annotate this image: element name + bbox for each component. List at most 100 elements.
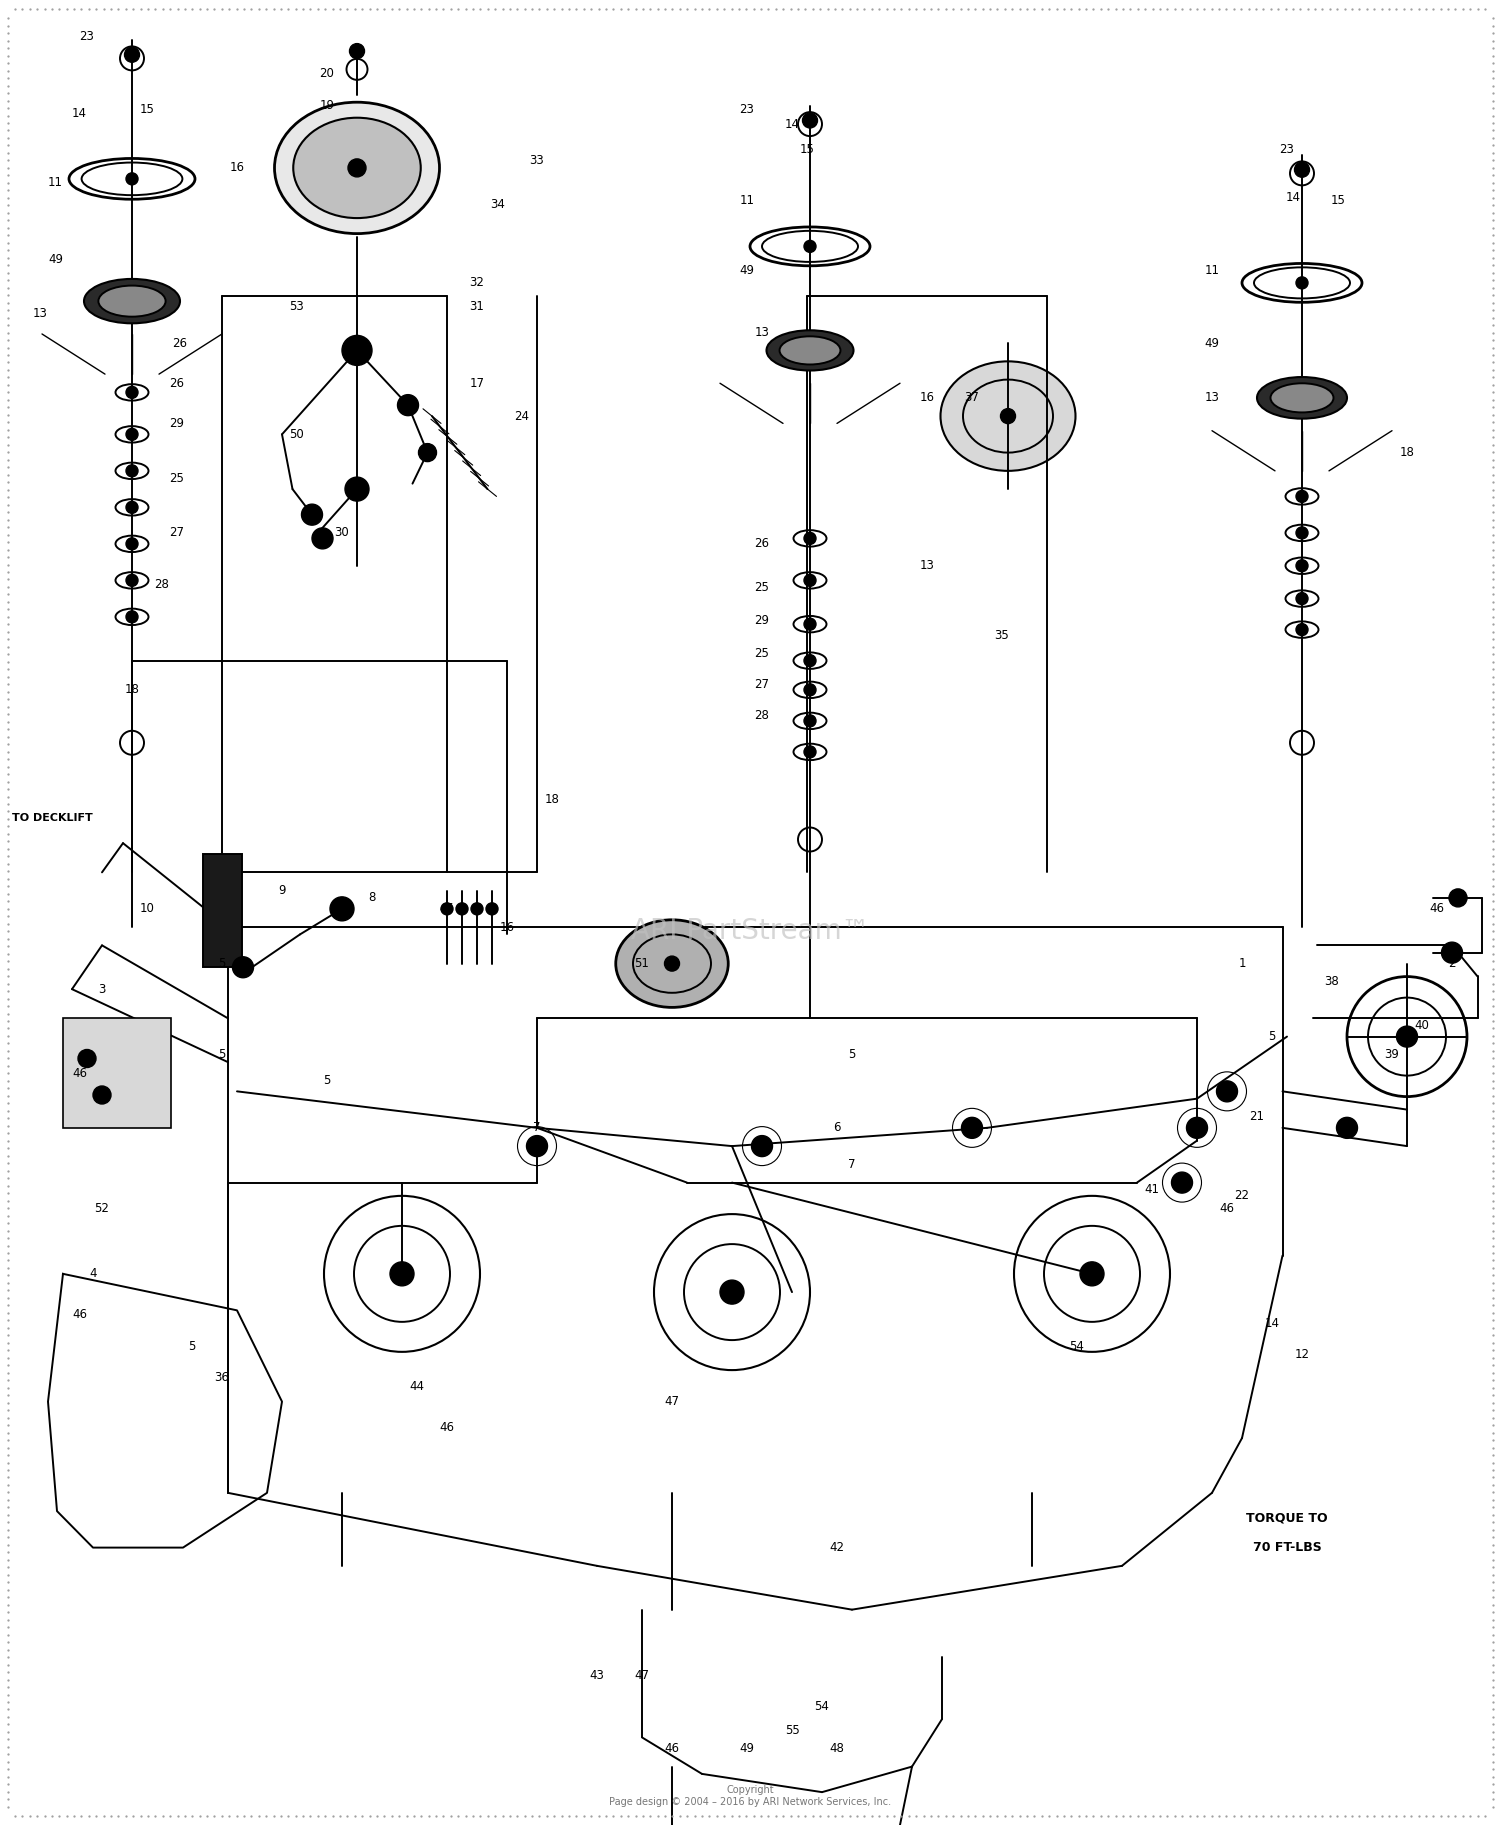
Circle shape <box>1449 889 1467 907</box>
Circle shape <box>1296 277 1308 288</box>
Text: 49: 49 <box>1204 336 1219 350</box>
Text: 11: 11 <box>48 175 63 190</box>
Text: 38: 38 <box>1324 975 1340 989</box>
Ellipse shape <box>940 361 1076 471</box>
Circle shape <box>1396 1026 1417 1048</box>
Circle shape <box>752 1135 772 1157</box>
Circle shape <box>804 746 816 757</box>
Circle shape <box>342 336 372 365</box>
Text: Copyright
Page design © 2004 – 2016 by ARI Network Services, Inc.: Copyright Page design © 2004 – 2016 by A… <box>609 1785 891 1807</box>
Text: 5: 5 <box>324 1073 330 1088</box>
Circle shape <box>804 715 816 726</box>
Ellipse shape <box>84 279 180 323</box>
Text: 11: 11 <box>740 193 754 208</box>
Circle shape <box>1172 1172 1192 1194</box>
Circle shape <box>126 502 138 513</box>
Circle shape <box>1296 560 1308 571</box>
Ellipse shape <box>294 119 420 219</box>
Ellipse shape <box>615 920 729 1007</box>
Circle shape <box>207 894 237 923</box>
Text: 49: 49 <box>740 1741 754 1756</box>
Circle shape <box>1186 1117 1208 1139</box>
Text: 41: 41 <box>1144 1183 1160 1197</box>
Text: 22: 22 <box>1234 1188 1250 1203</box>
Ellipse shape <box>766 330 853 370</box>
Text: 46: 46 <box>72 1066 87 1080</box>
Text: 23: 23 <box>80 29 94 44</box>
Text: 19: 19 <box>320 99 334 113</box>
Text: 5: 5 <box>189 1340 195 1354</box>
Text: 16: 16 <box>920 391 934 405</box>
Circle shape <box>124 47 140 62</box>
Text: 5: 5 <box>1269 1029 1275 1044</box>
Circle shape <box>126 611 138 622</box>
Text: 54: 54 <box>1070 1340 1084 1354</box>
Text: 49: 49 <box>740 263 754 277</box>
Circle shape <box>348 159 366 177</box>
Circle shape <box>1442 942 1462 964</box>
Text: 3: 3 <box>99 982 105 996</box>
Circle shape <box>78 1049 96 1068</box>
Text: 35: 35 <box>994 628 1010 642</box>
Circle shape <box>456 903 468 914</box>
Text: 49: 49 <box>48 252 63 266</box>
Circle shape <box>962 1117 982 1139</box>
Circle shape <box>232 956 254 978</box>
Text: 47: 47 <box>664 1394 680 1409</box>
Circle shape <box>804 684 816 695</box>
Circle shape <box>471 903 483 914</box>
Text: 7: 7 <box>847 1157 855 1172</box>
Text: 26: 26 <box>754 537 770 551</box>
Text: 25: 25 <box>754 646 770 661</box>
Text: 46: 46 <box>1220 1201 1234 1215</box>
Text: 13: 13 <box>33 307 48 321</box>
Text: 39: 39 <box>1384 1048 1400 1062</box>
Circle shape <box>302 504 322 526</box>
Text: 33: 33 <box>530 153 544 168</box>
Text: 7: 7 <box>534 1121 540 1135</box>
Ellipse shape <box>1270 383 1334 412</box>
Text: 23: 23 <box>1280 142 1294 157</box>
Text: 54: 54 <box>815 1699 830 1714</box>
Text: 6: 6 <box>834 1121 842 1135</box>
Text: 14: 14 <box>784 117 800 131</box>
Text: 24: 24 <box>514 409 529 423</box>
Circle shape <box>126 538 138 549</box>
Circle shape <box>93 1086 111 1104</box>
Text: 51: 51 <box>634 956 650 971</box>
Text: 36: 36 <box>214 1371 230 1385</box>
Circle shape <box>664 956 680 971</box>
Text: 4: 4 <box>90 1267 96 1281</box>
Text: 26: 26 <box>172 336 188 350</box>
Text: 8: 8 <box>369 891 375 905</box>
Text: 30: 30 <box>334 526 350 540</box>
Text: 46: 46 <box>1430 902 1444 916</box>
Text: 31: 31 <box>470 299 484 314</box>
Text: 5: 5 <box>219 956 225 971</box>
Circle shape <box>1296 491 1308 502</box>
Circle shape <box>802 113 818 128</box>
Text: 27: 27 <box>170 526 184 540</box>
Circle shape <box>1296 624 1308 635</box>
Text: 29: 29 <box>754 613 770 628</box>
Text: TORQUE TO: TORQUE TO <box>1246 1511 1328 1526</box>
Circle shape <box>330 896 354 922</box>
Text: 43: 43 <box>590 1668 604 1683</box>
Bar <box>63 1018 171 1128</box>
Text: 13: 13 <box>920 558 934 573</box>
Circle shape <box>345 476 369 502</box>
Circle shape <box>720 1279 744 1305</box>
Circle shape <box>350 44 364 58</box>
Text: 28: 28 <box>154 577 170 591</box>
Circle shape <box>126 465 138 476</box>
Text: 34: 34 <box>490 197 506 212</box>
Circle shape <box>526 1135 548 1157</box>
Text: 21: 21 <box>1250 1110 1264 1124</box>
Circle shape <box>1336 1117 1358 1139</box>
Circle shape <box>804 241 816 252</box>
Circle shape <box>441 903 453 914</box>
Ellipse shape <box>1257 378 1347 418</box>
Ellipse shape <box>274 102 440 234</box>
Text: 13: 13 <box>1204 391 1219 405</box>
Text: TO DECKLIFT: TO DECKLIFT <box>12 812 93 823</box>
